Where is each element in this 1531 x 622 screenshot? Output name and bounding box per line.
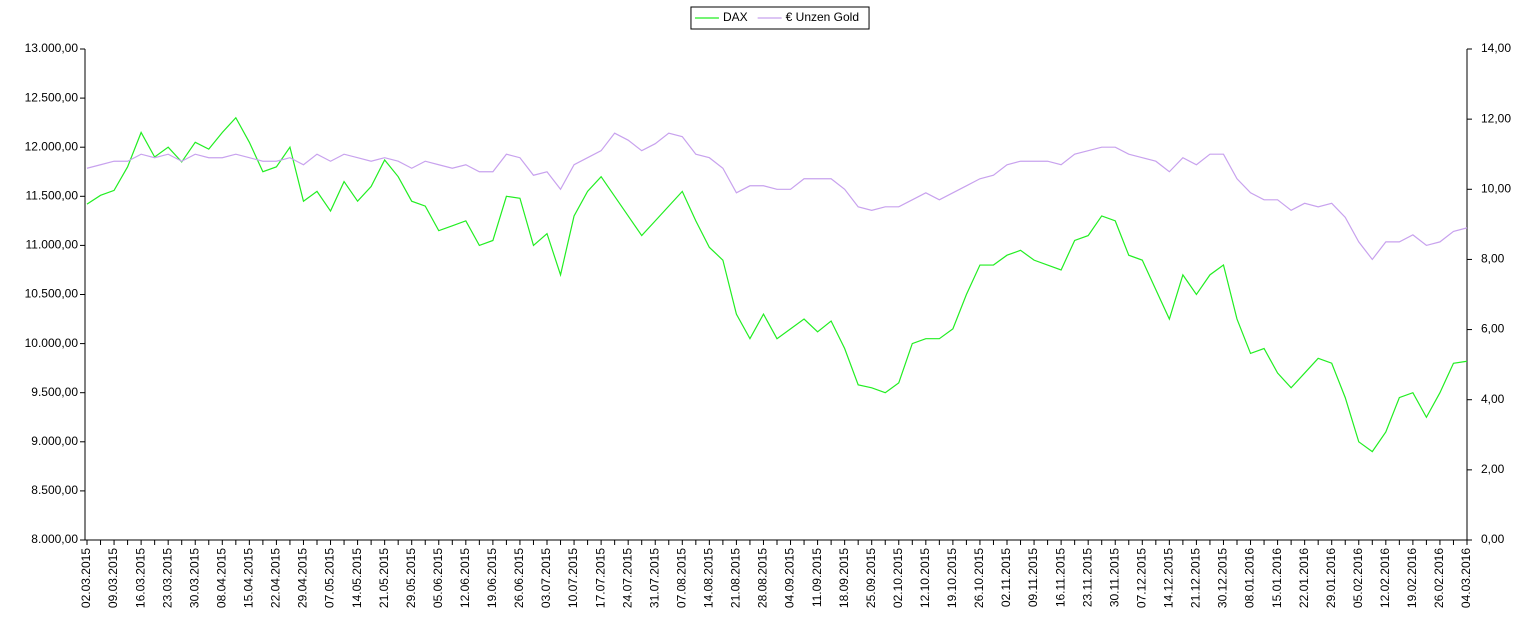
x-tick-label: 26.06.2015	[512, 548, 526, 608]
legend-label: DAX	[723, 10, 748, 24]
x-tick-label: 22.04.2015	[269, 548, 283, 608]
x-tick-label: 14.12.2015	[1162, 548, 1176, 608]
x-tick-label: 07.12.2015	[1134, 548, 1148, 608]
y-tick-label: 10.500,00	[25, 287, 79, 301]
x-tick-label: 15.04.2015	[242, 548, 256, 608]
x-tick-label: 22.01.2016	[1297, 548, 1311, 608]
x-tick-label: 14.05.2015	[350, 548, 364, 608]
x-tick-label: 04.03.2016	[1459, 548, 1473, 608]
series-line	[86, 116, 1468, 453]
x-tick-label: 10.07.2015	[566, 548, 580, 608]
y-tick-label: 13.000,00	[25, 41, 79, 55]
x-tick-label: 26.10.2015	[972, 548, 986, 608]
x-tick-label: 08.01.2016	[1243, 548, 1257, 608]
x-tick-label: 02.03.2015	[79, 548, 93, 608]
x-tick-label: 31.07.2015	[647, 548, 661, 608]
legend-label: € Unzen Gold	[786, 10, 859, 24]
x-tick-label: 23.11.2015	[1080, 548, 1094, 607]
x-tick-label: 18.09.2015	[837, 548, 851, 608]
x-tick-label: 12.02.2016	[1378, 548, 1392, 608]
x-tick-label: 05.02.2016	[1351, 548, 1365, 608]
x-tick-label: 15.01.2016	[1270, 548, 1284, 608]
x-tick-label: 04.09.2015	[783, 548, 797, 608]
x-tick-label: 30.03.2015	[187, 548, 201, 608]
x-tick-label: 14.08.2015	[702, 548, 716, 608]
y-tick-label: 11.000,00	[26, 238, 79, 252]
x-tick-label: 24.07.2015	[620, 548, 634, 608]
y-tick-label: 12.000,00	[25, 139, 79, 153]
x-tick-label: 12.06.2015	[458, 548, 472, 608]
y2-tick-label: 14,00	[1481, 41, 1511, 55]
x-tick-label: 21.12.2015	[1189, 548, 1203, 608]
x-tick-label: 19.06.2015	[485, 548, 499, 608]
x-tick-label: 05.06.2015	[431, 548, 445, 608]
y-tick-label: 9.500,00	[31, 385, 78, 399]
y-tick-label: 11.500,00	[26, 188, 79, 202]
x-tick-label: 02.11.2015	[999, 548, 1013, 607]
x-tick-label: 30.12.2015	[1216, 548, 1230, 608]
x-tick-label: 09.03.2015	[106, 548, 120, 608]
y2-tick-label: 12,00	[1481, 111, 1511, 125]
y2-tick-label: 2,00	[1481, 462, 1505, 476]
x-tick-label: 26.02.2016	[1432, 548, 1446, 608]
x-tick-label: 21.05.2015	[377, 548, 391, 608]
y-tick-label: 8.000,00	[31, 532, 78, 546]
x-tick-label: 19.02.2016	[1405, 548, 1419, 608]
x-tick-label: 30.11.2015	[1107, 548, 1121, 607]
y2-tick-label: 4,00	[1481, 392, 1505, 406]
x-tick-label: 16.11.2015	[1053, 548, 1067, 607]
y2-tick-label: 8,00	[1481, 252, 1505, 266]
y2-tick-label: 10,00	[1481, 181, 1511, 195]
y-tick-label: 10.000,00	[25, 336, 79, 350]
x-tick-label: 23.03.2015	[160, 548, 174, 608]
x-tick-label: 19.10.2015	[945, 548, 959, 608]
legend: DAX € Unzen Gold	[690, 6, 870, 30]
x-tick-label: 29.01.2016	[1324, 548, 1338, 608]
y-tick-label: 8.500,00	[31, 483, 78, 497]
x-tick-label: 16.03.2015	[133, 548, 147, 608]
x-tick-label: 02.10.2015	[891, 548, 905, 608]
x-tick-label: 17.07.2015	[593, 548, 607, 608]
x-tick-label: 25.09.2015	[864, 548, 878, 608]
x-tick-label: 21.08.2015	[729, 548, 743, 608]
x-tick-label: 29.05.2015	[404, 548, 418, 608]
series-line	[86, 132, 1468, 261]
x-tick-label: 08.04.2015	[214, 548, 228, 608]
x-tick-label: 11.09.2015	[810, 548, 824, 607]
x-tick-label: 03.07.2015	[539, 548, 553, 608]
x-tick-label: 07.05.2015	[323, 548, 337, 608]
x-tick-label: 09.11.2015	[1026, 548, 1040, 607]
y2-tick-label: 6,00	[1481, 322, 1505, 336]
x-tick-label: 29.04.2015	[296, 548, 310, 608]
y-tick-label: 9.000,00	[31, 434, 78, 448]
y2-tick-label: 0,00	[1481, 532, 1505, 546]
y-tick-label: 12.500,00	[25, 90, 79, 104]
x-tick-label: 12.10.2015	[918, 548, 932, 608]
x-tick-label: 28.08.2015	[756, 548, 770, 608]
x-tick-label: 07.08.2015	[674, 548, 688, 608]
